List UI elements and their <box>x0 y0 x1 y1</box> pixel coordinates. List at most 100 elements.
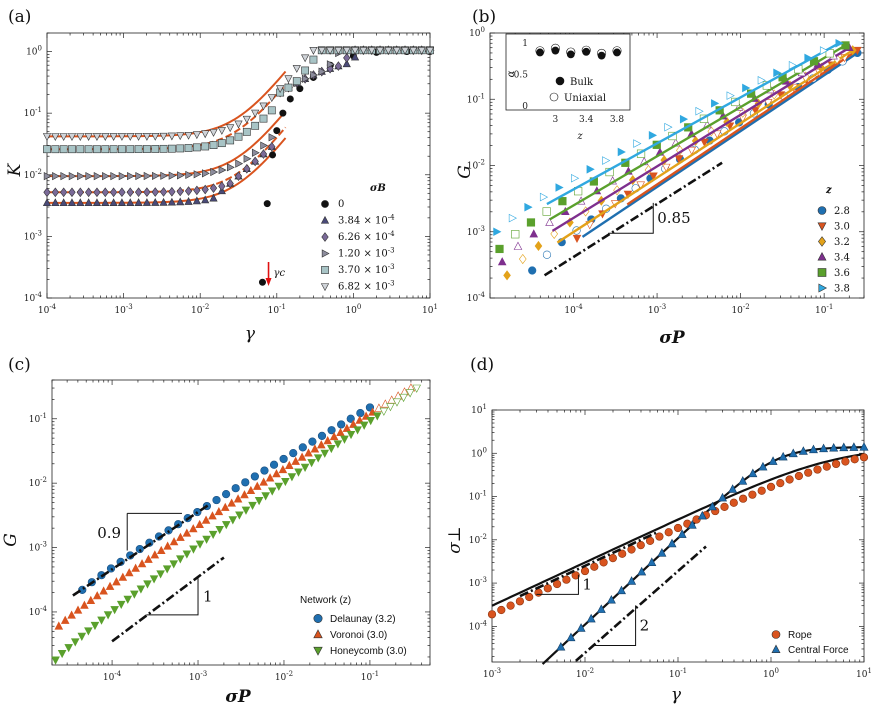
panel-b-inset-bulk-point <box>582 47 591 56</box>
panel-a-point <box>109 145 118 154</box>
panel-c-slope-triangle-1 <box>146 576 199 616</box>
panel-a-point <box>342 59 351 68</box>
panel-b-point <box>529 229 539 238</box>
panel-a-point <box>350 52 360 61</box>
panel-b-inset-xtick: 3.8 <box>610 115 625 125</box>
panel-b-inset-ylabel: α <box>506 70 517 77</box>
panel-c-legend-title: Network (z) <box>300 595 351 606</box>
panel-c-point <box>294 468 303 477</box>
panel-c-point <box>260 466 269 475</box>
panel-b-point <box>571 173 580 183</box>
panel-a-point <box>392 47 401 55</box>
panel-c-point <box>106 564 116 573</box>
panel-c-point <box>135 544 144 554</box>
panel-c-point <box>130 590 139 599</box>
panel-d-ytick-label: 10-3 <box>469 576 487 589</box>
panel-c-point <box>97 616 106 625</box>
panel-b-reference-line <box>543 161 723 277</box>
panel-a-point <box>160 171 169 180</box>
panel-c-point <box>228 516 238 525</box>
panel-d-cf-point <box>718 492 728 502</box>
panel-b-slope-triangle <box>608 202 654 234</box>
panel-d-rope-point <box>729 498 738 507</box>
panel-c-point <box>70 638 80 647</box>
panel-a-point <box>226 124 235 133</box>
panel-c-point <box>337 420 346 429</box>
panel-a-point <box>118 145 126 154</box>
panel-label-c: (c) <box>8 355 31 375</box>
panel-c-point <box>182 550 192 559</box>
panel-a-point <box>118 172 127 181</box>
panel-b-ytick-label: 10-4 <box>467 291 486 304</box>
panel-c-point <box>136 585 146 594</box>
panel-c-point <box>90 621 100 631</box>
panel-a-point <box>85 187 93 198</box>
panel-c-point <box>317 440 326 449</box>
panel-b-inset-ytick: 0 <box>522 102 528 112</box>
panel-b-inset-xlabel: z <box>576 131 583 142</box>
panel-a-point <box>226 163 235 172</box>
panel-a-point <box>242 127 251 136</box>
panel-d-rope-point <box>608 553 618 563</box>
panel-a-point <box>101 198 110 207</box>
panel-a-point <box>193 170 202 179</box>
panel-b-inset-bulk-point <box>551 46 560 55</box>
panel-a-ytick-label: 100 <box>26 45 42 58</box>
panel-a-xtick-label: 100 <box>345 303 361 316</box>
panel-a-point <box>201 130 210 139</box>
panel-b-point <box>664 122 673 132</box>
panel-b-point <box>528 266 537 275</box>
panel-a-point <box>260 141 269 150</box>
panel-a-point <box>267 106 276 115</box>
panel-a-point <box>93 172 102 181</box>
panel-a-point <box>301 66 310 75</box>
panel-d-rope-point <box>841 457 850 466</box>
panel-d-rope-point <box>673 523 683 533</box>
panel-d-rope-point <box>525 592 534 602</box>
panel-d-xtick-label: 10-2 <box>576 667 594 680</box>
panel-b-slope-triangle-label: 0.85 <box>657 209 690 227</box>
panel-c-point <box>149 575 159 584</box>
panel-a-point <box>292 65 301 73</box>
panel-c-point <box>143 580 152 589</box>
panel-b-legend-label: 3.4 <box>834 253 850 264</box>
panel-c-point <box>176 555 185 564</box>
panel-a-point-bare <box>279 109 287 117</box>
panel-b-inset-bulk-point <box>613 48 621 57</box>
panel-a-point <box>76 133 85 141</box>
panel-b-point <box>773 68 782 78</box>
panel-a-point <box>234 171 243 181</box>
panel-c-xtick-label: 10-2 <box>275 670 293 683</box>
panel-a-point <box>102 172 110 181</box>
panel-b-point <box>695 106 704 116</box>
panel-d-ytick-label: 10-4 <box>469 619 488 632</box>
panel-c-point <box>323 436 332 445</box>
panel-d-reference-rope <box>519 531 658 598</box>
panel-b-inset-xtick: 3.4 <box>579 115 594 125</box>
panel-b-point <box>545 217 554 226</box>
panel-b-point <box>679 114 689 124</box>
panel-d-legend-label: Rope <box>788 630 812 641</box>
panel-b-point <box>513 241 523 250</box>
panel-b-inset-legend-uniaxial-label: Uniaxial <box>564 93 606 104</box>
panel-c-point <box>304 448 313 457</box>
panel-a-point <box>334 47 343 55</box>
panel-d-cf-point <box>616 585 626 595</box>
panel-a-point <box>251 109 260 118</box>
panel-c-point <box>169 560 179 569</box>
panel-a-point <box>317 47 326 55</box>
panel-d-cf-point <box>859 442 869 451</box>
panel-a-point <box>92 198 102 207</box>
panel-a-point <box>109 187 118 198</box>
panel-a-point <box>234 120 243 129</box>
panel-a-point <box>251 148 260 157</box>
panel-c-point <box>110 606 119 615</box>
panel-c-point <box>356 408 365 418</box>
panel-a-point <box>309 47 318 55</box>
panel-d-cf-point <box>586 613 596 623</box>
panel-c-ylabel: G <box>1 533 21 547</box>
panel-d-slope-triangle-1-label: 1 <box>582 576 592 594</box>
panel-c-point <box>327 426 336 435</box>
panel-a-point <box>210 167 219 177</box>
panel-a-legend-marker <box>321 249 330 258</box>
